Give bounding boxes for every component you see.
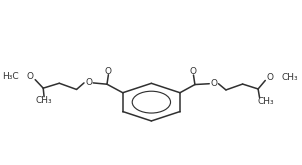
Text: CH₃: CH₃: [281, 73, 298, 82]
Text: CH₃: CH₃: [36, 96, 52, 105]
Text: CH₃: CH₃: [258, 97, 274, 106]
Text: O: O: [267, 73, 274, 82]
Text: O: O: [210, 79, 217, 88]
Text: H₃C: H₃C: [2, 72, 18, 81]
Text: O: O: [190, 67, 197, 76]
Text: O: O: [27, 72, 34, 81]
Text: O: O: [105, 67, 112, 76]
Text: O: O: [85, 78, 92, 87]
